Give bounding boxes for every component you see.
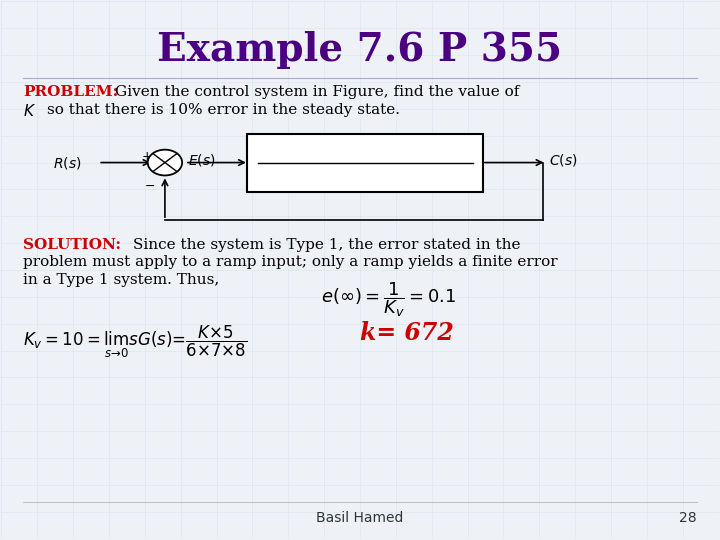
Text: problem must apply to a ramp input; only a ramp yields a finite error: problem must apply to a ramp input; only… [23, 255, 557, 269]
Text: Basil Hamed: Basil Hamed [316, 511, 404, 525]
Text: 28: 28 [680, 511, 697, 525]
Text: $C(s)$: $C(s)$ [549, 152, 577, 168]
Text: $e(\infty) = \dfrac{1}{K_v} = 0.1$: $e(\infty) = \dfrac{1}{K_v} = 0.1$ [321, 281, 456, 319]
Text: PROBLEM:: PROBLEM: [23, 85, 118, 99]
Text: Since the system is Type 1, the error stated in the: Since the system is Type 1, the error st… [132, 238, 520, 252]
Text: k= 672: k= 672 [360, 321, 454, 345]
Text: $K$: $K$ [23, 104, 36, 119]
Text: $-$: $-$ [144, 179, 155, 192]
Text: Given the control system in Figure, find the value of: Given the control system in Figure, find… [114, 85, 519, 99]
Text: in a Type 1 system. Thus,: in a Type 1 system. Thus, [23, 273, 219, 287]
Text: Example 7.6 P 355: Example 7.6 P 355 [158, 31, 562, 69]
Text: SOLUTION:: SOLUTION: [23, 238, 121, 252]
FancyBboxPatch shape [248, 133, 483, 192]
Text: $s(s+6)(s+7)(s+8)$: $s(s+6)(s+7)(s+8)$ [302, 170, 428, 185]
Text: $K_v = 10 = \lim_{s \to 0} sG(s) = \dfrac{K \times 5}{6 \times 7 \times 8}$: $K_v = 10 = \lim_{s \to 0} sG(s) = \dfra… [23, 323, 247, 360]
Circle shape [148, 150, 182, 176]
Text: $E(s)$: $E(s)$ [188, 152, 215, 168]
Text: $+$: $+$ [140, 150, 152, 163]
Text: $K(s+5)$: $K(s+5)$ [338, 145, 392, 161]
Text: so that there is 10% error in the steady state.: so that there is 10% error in the steady… [47, 104, 400, 118]
Text: $R(s)$: $R(s)$ [53, 154, 81, 171]
